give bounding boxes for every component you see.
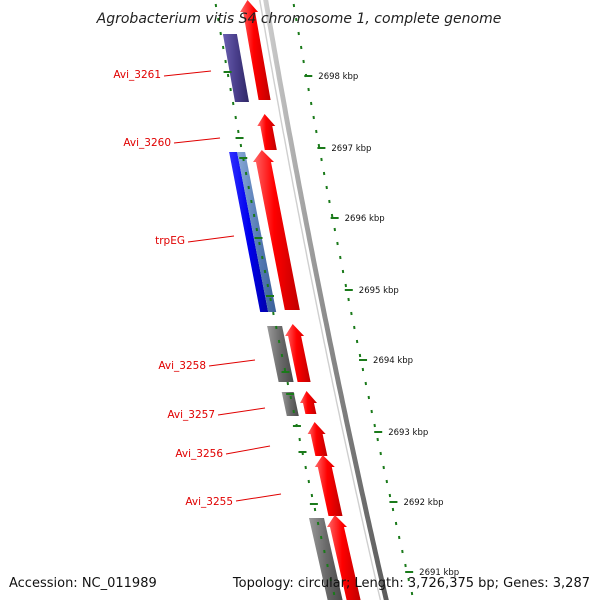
- gene-label-avi-3255: Avi_3255: [185, 496, 233, 508]
- scale-tick-label-2692: 2692 kbp: [403, 498, 443, 508]
- scale-tick-label-2697: 2697 kbp: [331, 144, 371, 154]
- gene-arrow-avi-3258: [285, 324, 311, 382]
- feature-blue: [229, 152, 269, 312]
- accession-text: Accession: NC_011989: [9, 576, 157, 591]
- scale-tick-label-2691: 2691 kbp: [419, 568, 459, 578]
- gene-arrow-next: [327, 515, 361, 600]
- gene-leader-avi-3257: [217, 407, 266, 416]
- feature-gray-2: [281, 392, 299, 416]
- scale-tick-label-2695: 2695 kbp: [359, 286, 399, 296]
- gene-label-avi-3261: Avi_3261: [113, 69, 161, 81]
- backbone-outer-line: [259, 0, 382, 600]
- gene-leader-avi-3260: [173, 137, 221, 144]
- gene-leader-avi-3258: [208, 359, 256, 367]
- left-dotted-guide: [214, 3, 336, 596]
- feature-gray-1: [267, 326, 294, 382]
- gene-leader-avi-3261: [163, 70, 212, 77]
- right-dotted-guide: [292, 3, 414, 596]
- backbone-strand: [263, 0, 389, 600]
- gene-leader-avi-3256: [225, 445, 271, 455]
- feature-steel: [237, 152, 277, 312]
- gene-label-trpeg: trpEG: [155, 235, 185, 247]
- scale-tick-label-2698: 2698 kbp: [318, 72, 358, 82]
- gene-arrow-avi-3256: [307, 422, 328, 456]
- feature-purple: [222, 34, 249, 102]
- scale-tick-label-2693: 2693 kbp: [388, 428, 428, 438]
- gene-arrow-avi-3260: [257, 114, 277, 150]
- gene-label-avi-3256: Avi_3256: [175, 448, 223, 460]
- gene-leader-avi-3255: [235, 493, 282, 502]
- gene-arrow-trpeg: [253, 150, 300, 310]
- gene-leader-trpeg: [187, 235, 235, 243]
- scale-tick-label-2696: 2696 kbp: [345, 214, 385, 224]
- gene-arrow-avi-3261: [240, 0, 271, 100]
- feature-gray-3: [309, 518, 343, 600]
- gene-label-avi-3258: Avi_3258: [158, 360, 206, 372]
- gene-label-avi-3257: Avi_3257: [167, 409, 215, 421]
- gene-arrow-avi-3257: [300, 391, 317, 414]
- scale-tick-label-2694: 2694 kbp: [373, 356, 413, 366]
- topology-text: Topology: circular; Length: 3,726,375 bp…: [232, 576, 590, 591]
- gene-arrow-avi-3255: [314, 455, 343, 516]
- gene-label-avi-3260: Avi_3260: [123, 137, 171, 149]
- map-title: Agrobacterium vitis S4 chromosome 1, com…: [96, 11, 502, 27]
